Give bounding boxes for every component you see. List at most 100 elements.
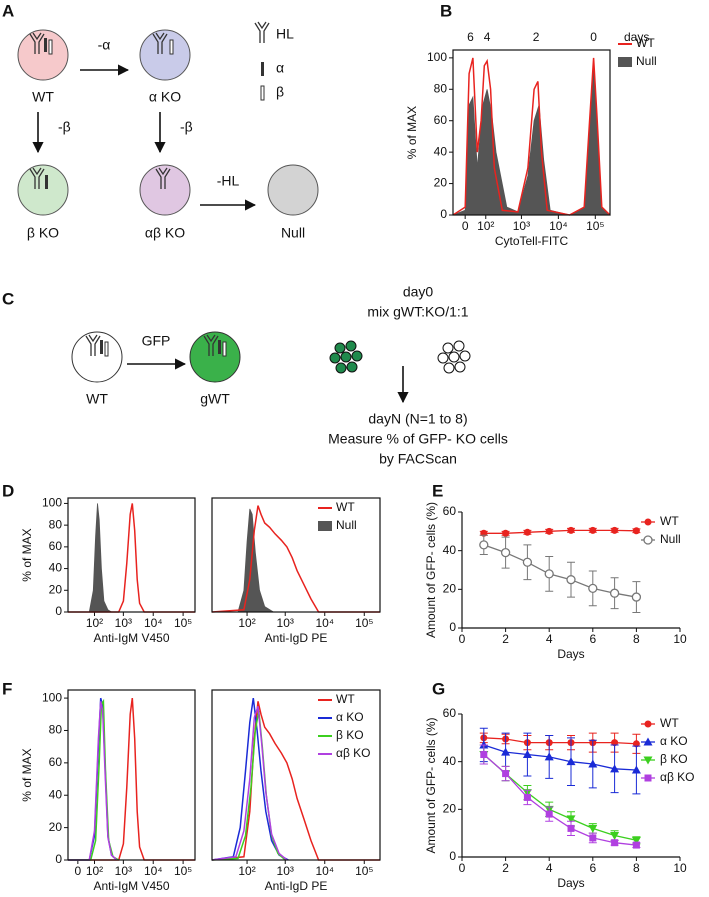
marker xyxy=(567,824,575,832)
x-tick-label: 10⁵ xyxy=(355,616,373,630)
marker xyxy=(502,770,510,778)
legend-label: α xyxy=(276,60,284,76)
legend-label: α KO xyxy=(660,734,688,748)
annotation: 2 xyxy=(533,30,540,44)
x-tick-label: 4 xyxy=(546,861,553,875)
x-tick-label: 10⁴ xyxy=(144,616,163,630)
marker xyxy=(632,527,640,535)
y-tick-label: 40 xyxy=(443,754,457,768)
marker xyxy=(545,527,553,535)
y-tick-label: 80 xyxy=(49,517,63,531)
series-line xyxy=(483,744,637,771)
alpha-chain xyxy=(218,340,221,354)
marker xyxy=(632,841,640,849)
y-tick-label: 100 xyxy=(427,50,447,64)
histogram-curve xyxy=(212,508,275,613)
legend-marker xyxy=(644,720,652,728)
marker xyxy=(631,592,642,602)
x-tick-label: 8 xyxy=(633,861,640,875)
marker xyxy=(566,815,576,824)
legend-label: HL xyxy=(276,26,294,42)
marker xyxy=(523,528,531,536)
histogram-curve xyxy=(68,701,118,861)
plot-frame xyxy=(211,689,381,861)
x-tick-label: 10² xyxy=(238,864,255,878)
y-tick-label: 20 xyxy=(49,582,63,596)
cell-label: WT xyxy=(86,391,108,407)
step-text: day0 xyxy=(403,284,434,300)
x-tick-label: 10 xyxy=(673,861,687,875)
annotation: 6 xyxy=(467,30,474,44)
x-tick-label: 10³ xyxy=(277,616,294,630)
marker xyxy=(544,752,554,761)
panel-letter: E xyxy=(432,481,443,500)
histogram-curve xyxy=(68,698,195,861)
x-axis-label: Days xyxy=(557,876,584,890)
y-tick-label: 0 xyxy=(55,604,62,618)
plot-frame xyxy=(211,497,381,613)
x-axis-label: CytoTell-FITC xyxy=(495,234,569,248)
diagram-a: WT α KO β KO αβ KO Null -α -β -β -HL HL … xyxy=(17,21,319,241)
y-tick-label: 100 xyxy=(42,690,62,704)
x-tick-label: 8 xyxy=(633,632,640,646)
beta-chain xyxy=(169,39,174,55)
legend-label: Null xyxy=(336,518,357,532)
alpha-chain xyxy=(100,340,103,354)
y-tick-label: 20 xyxy=(49,820,63,834)
y-tick-label: 100 xyxy=(42,496,62,510)
plot-frame xyxy=(452,49,611,216)
x-tick-label: 10⁵ xyxy=(586,219,604,233)
marker xyxy=(523,793,531,801)
y-tick-label: 80 xyxy=(49,723,63,737)
y-tick-label: 80 xyxy=(434,81,448,95)
x-tick-label: 10 xyxy=(673,632,687,646)
legend-marker xyxy=(644,518,652,526)
x-tick-label: 10⁵ xyxy=(174,616,192,630)
y-axis-label: Amount of GFP- cells (%) xyxy=(424,502,438,638)
annotation: 4 xyxy=(484,30,491,44)
histogram-curve xyxy=(211,705,288,861)
beta-chain xyxy=(104,341,109,357)
marker xyxy=(610,832,620,841)
legend-label: αβ KO xyxy=(660,770,695,784)
x-tick-label: 10⁵ xyxy=(174,864,192,878)
panel-letter: D xyxy=(2,481,14,500)
legend-marker xyxy=(643,756,653,765)
marker xyxy=(589,834,597,842)
arrow-label: -α xyxy=(98,37,111,53)
y-axis-label: Amount of GFP- cells (%) xyxy=(424,717,438,853)
legend-label: α KO xyxy=(336,710,364,724)
step-text: dayN (N=1 to 8) xyxy=(368,411,467,427)
legend-swatch xyxy=(318,521,332,531)
x-tick-label: 6 xyxy=(589,632,596,646)
marker xyxy=(588,583,598,594)
histogram-curve xyxy=(68,503,113,613)
marker xyxy=(502,529,510,537)
arrow-label: -HL xyxy=(217,173,240,189)
marker xyxy=(522,750,532,759)
histogram-curve xyxy=(211,701,380,861)
legend-label: WT xyxy=(336,692,355,706)
x-axis-label: Anti-IgM V450 xyxy=(93,879,169,893)
x-axis-label: Anti-IgD PE xyxy=(265,631,328,645)
y-tick-label: 60 xyxy=(434,113,448,127)
y-tick-label: 60 xyxy=(443,504,457,518)
marker xyxy=(611,739,619,747)
y-tick-label: 60 xyxy=(443,706,457,720)
cell xyxy=(17,29,69,81)
x-tick-label: 10⁴ xyxy=(144,864,163,878)
x-tick-label: 2 xyxy=(502,861,509,875)
marker xyxy=(500,547,511,558)
x-tick-label: 10⁴ xyxy=(315,616,334,630)
cell-label: αβ KO xyxy=(145,225,185,241)
cell xyxy=(17,164,69,216)
cell-cluster xyxy=(329,340,363,374)
step-text: mix gWT:KO/1:1 xyxy=(367,304,468,320)
legend-marker xyxy=(643,535,653,545)
x-tick-label: 10² xyxy=(86,616,103,630)
x-axis-label: Anti-IgM V450 xyxy=(93,631,169,645)
legend-label: β KO xyxy=(336,728,364,742)
legend-label: β xyxy=(276,84,284,100)
marker xyxy=(588,759,598,768)
